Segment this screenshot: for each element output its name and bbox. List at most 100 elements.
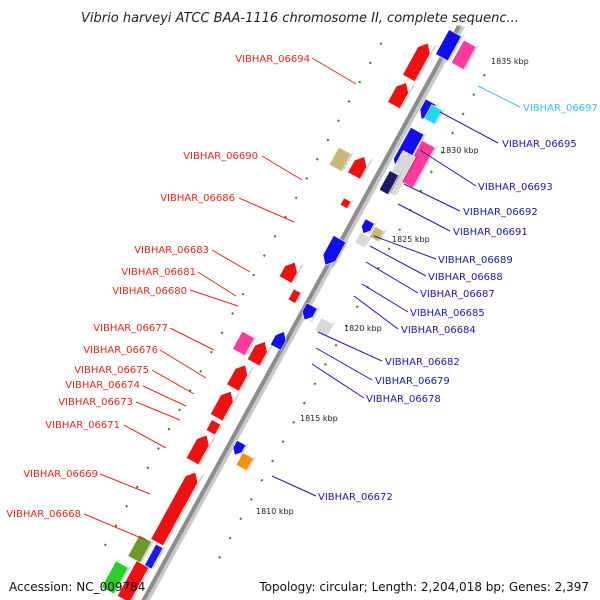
tick-dot-514-1 bbox=[249, 498, 253, 501]
gene-label-06684[interactable]: VIBHAR_06684 bbox=[401, 325, 476, 336]
gene-feature-29 bbox=[235, 452, 254, 472]
leader-left-3 bbox=[211, 249, 251, 273]
gene-feature-shade-33 bbox=[131, 565, 152, 600]
gene-feature-shade-26 bbox=[214, 422, 224, 435]
tick-dot-30-1 bbox=[483, 73, 486, 77]
tick-dot-602-0 bbox=[114, 524, 118, 527]
gene-feature-26 bbox=[205, 419, 222, 436]
topology-text: Topology: circular; Length: 2,204,018 bp… bbox=[259, 580, 589, 594]
tick-dot-558-0 bbox=[135, 485, 139, 489]
gene-label-06668[interactable]: VIBHAR_06668 bbox=[6, 509, 81, 520]
gene-label-06677[interactable]: VIBHAR_06677 bbox=[93, 323, 168, 334]
gene-feature-shade-9 bbox=[388, 173, 402, 195]
gene-feature-shade-27 bbox=[198, 436, 216, 465]
tick-dot-470-0 bbox=[178, 408, 181, 412]
tick-dot-492-1 bbox=[260, 478, 264, 482]
leader-left-6 bbox=[169, 327, 215, 351]
leader-left-0 bbox=[311, 57, 357, 85]
gene-label-06678[interactable]: VIBHAR_06678 bbox=[366, 394, 441, 405]
gene-label-06691[interactable]: VIBHAR_06691 bbox=[453, 227, 528, 238]
gene-label-06694[interactable]: VIBHAR_06694 bbox=[235, 54, 310, 65]
gene-feature-shade-12 bbox=[347, 199, 355, 209]
gene-feature-24 bbox=[226, 364, 248, 392]
gene-label-06674[interactable]: VIBHAR_06674 bbox=[65, 380, 140, 391]
gene-feature-shade-24 bbox=[238, 366, 255, 392]
gene-feature-20 bbox=[314, 317, 333, 337]
gene-feature-1 bbox=[435, 29, 462, 62]
kbp-tick-1820: 1820 kbp bbox=[344, 324, 382, 333]
kbp-tick-1830: 1830 kbp bbox=[441, 146, 479, 155]
leader-left-4 bbox=[197, 271, 237, 297]
leader-right-0 bbox=[477, 85, 521, 108]
kbp-tick-1815: 1815 kbp bbox=[300, 414, 338, 423]
gene-label-06683[interactable]: VIBHAR_06683 bbox=[134, 245, 209, 256]
gene-feature-shade-23 bbox=[259, 342, 275, 367]
leader-right-11 bbox=[315, 347, 373, 381]
tick-dot-448-1 bbox=[281, 440, 285, 444]
gene-feature-shade-16 bbox=[331, 240, 349, 269]
tick-dot-294-0 bbox=[262, 254, 266, 257]
gene-feature-shade-15 bbox=[363, 234, 373, 248]
tick-dot-382-1 bbox=[313, 382, 317, 386]
tick-dot-316-0 bbox=[252, 273, 256, 277]
gene-feature-shade-2 bbox=[414, 44, 438, 82]
gene-label-06676[interactable]: VIBHAR_06676 bbox=[83, 345, 158, 356]
gene-feature-shade-32 bbox=[140, 539, 155, 563]
tick-dot-426-0 bbox=[199, 369, 203, 373]
gene-features bbox=[101, 29, 480, 600]
gene-label-06671[interactable]: VIBHAR_06671 bbox=[45, 420, 120, 431]
gene-feature-shade-25 bbox=[222, 392, 241, 421]
gene-feature-12 bbox=[339, 197, 352, 210]
backbone-shadow bbox=[143, 24, 465, 600]
gene-feature-19 bbox=[301, 302, 318, 321]
gene-feature-27 bbox=[185, 434, 210, 466]
leader-right-1 bbox=[439, 111, 499, 144]
tick-dot-228-0 bbox=[294, 196, 298, 200]
tick-dot-206-0 bbox=[305, 177, 309, 180]
gene-label-06692[interactable]: VIBHAR_06692 bbox=[463, 207, 538, 218]
tick-dot-96-0 bbox=[358, 80, 362, 84]
gene-label-06675[interactable]: VIBHAR_06675 bbox=[74, 365, 149, 376]
gene-feature-34 bbox=[101, 560, 129, 595]
gene-label-06689[interactable]: VIBHAR_06689 bbox=[438, 255, 513, 266]
gene-feature-shade-10 bbox=[359, 157, 374, 180]
gene-label-06695[interactable]: VIBHAR_06695 bbox=[502, 139, 577, 150]
leader-right-13 bbox=[271, 475, 317, 497]
leader-right-9 bbox=[353, 295, 399, 330]
gene-label-06681[interactable]: VIBHAR_06681 bbox=[121, 267, 196, 278]
gene-feature-23 bbox=[246, 341, 268, 367]
gene-feature-shade-8 bbox=[394, 155, 419, 196]
backbone bbox=[141, 25, 461, 600]
gene-feature-shade-17 bbox=[291, 263, 305, 284]
tick-dot-558-1 bbox=[228, 536, 232, 540]
tick-dot-74-0 bbox=[368, 61, 372, 65]
gene-feature-25 bbox=[209, 390, 234, 422]
leader-left-8 bbox=[151, 369, 195, 395]
gene-label-06685[interactable]: VIBHAR_06685 bbox=[410, 308, 485, 319]
gene-label-06693[interactable]: VIBHAR_06693 bbox=[478, 182, 553, 193]
gene-label-06697[interactable]: VIBHAR_06697 bbox=[523, 103, 598, 114]
gene-feature-33 bbox=[116, 560, 150, 600]
leader-left-1 bbox=[261, 155, 303, 181]
tick-dot-580-1 bbox=[218, 555, 221, 559]
tick-dot-294-1 bbox=[355, 305, 359, 309]
tick-dot-272-0 bbox=[273, 235, 277, 238]
gene-label-06680[interactable]: VIBHAR_06680 bbox=[112, 286, 187, 297]
leader-left-13 bbox=[83, 513, 147, 541]
gene-label-06690[interactable]: VIBHAR_06690 bbox=[183, 151, 258, 162]
gene-feature-shade-1 bbox=[447, 34, 465, 61]
gene-label-06679[interactable]: VIBHAR_06679 bbox=[375, 376, 450, 387]
gene-label-06687[interactable]: VIBHAR_06687 bbox=[420, 289, 495, 300]
tick-dot-52-0 bbox=[379, 42, 383, 45]
kbp-tick-1825: 1825 kbp bbox=[392, 235, 430, 244]
gene-label-06669[interactable]: VIBHAR_06669 bbox=[23, 469, 98, 480]
gene-label-06688[interactable]: VIBHAR_06688 bbox=[428, 272, 503, 283]
gene-label-06672[interactable]: VIBHAR_06672 bbox=[318, 492, 393, 503]
gene-label-06673[interactable]: VIBHAR_06673 bbox=[58, 397, 133, 408]
gene-label-06686[interactable]: VIBHAR_06686 bbox=[160, 193, 235, 204]
gene-label-06682[interactable]: VIBHAR_06682 bbox=[385, 357, 460, 368]
tick-dot-536-1 bbox=[239, 517, 243, 521]
tick-dot-118-0 bbox=[347, 100, 351, 103]
